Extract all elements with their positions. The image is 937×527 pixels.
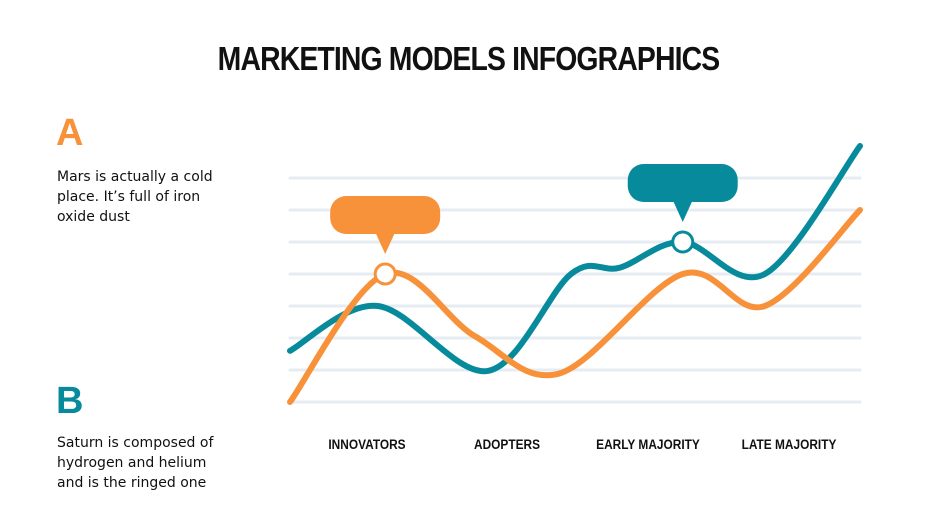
section-b-letter: B xyxy=(56,380,84,422)
category-label: ADOPTERS xyxy=(473,437,541,452)
section-b-text: Saturn is composed of hydrogen and heliu… xyxy=(57,435,214,491)
page-title: MARKETING MODELS INFOGRAPHICS xyxy=(217,40,721,77)
callout-pointer xyxy=(375,232,396,254)
data-point-marker xyxy=(671,230,695,254)
teal-series-line xyxy=(287,143,863,374)
data-point-marker xyxy=(373,262,397,286)
category-label: LATE MAJORITY xyxy=(741,437,837,452)
section-a-letter: A xyxy=(56,112,84,154)
category-label: INNOVATORS xyxy=(328,437,406,452)
callout-bubble xyxy=(627,164,738,202)
callout-bubble xyxy=(330,196,441,234)
section-a-text: Mars is actually a cold place. It’s full… xyxy=(57,169,213,225)
category-label: EARLY MAJORITY xyxy=(596,437,700,452)
callout-pointer xyxy=(672,200,693,222)
